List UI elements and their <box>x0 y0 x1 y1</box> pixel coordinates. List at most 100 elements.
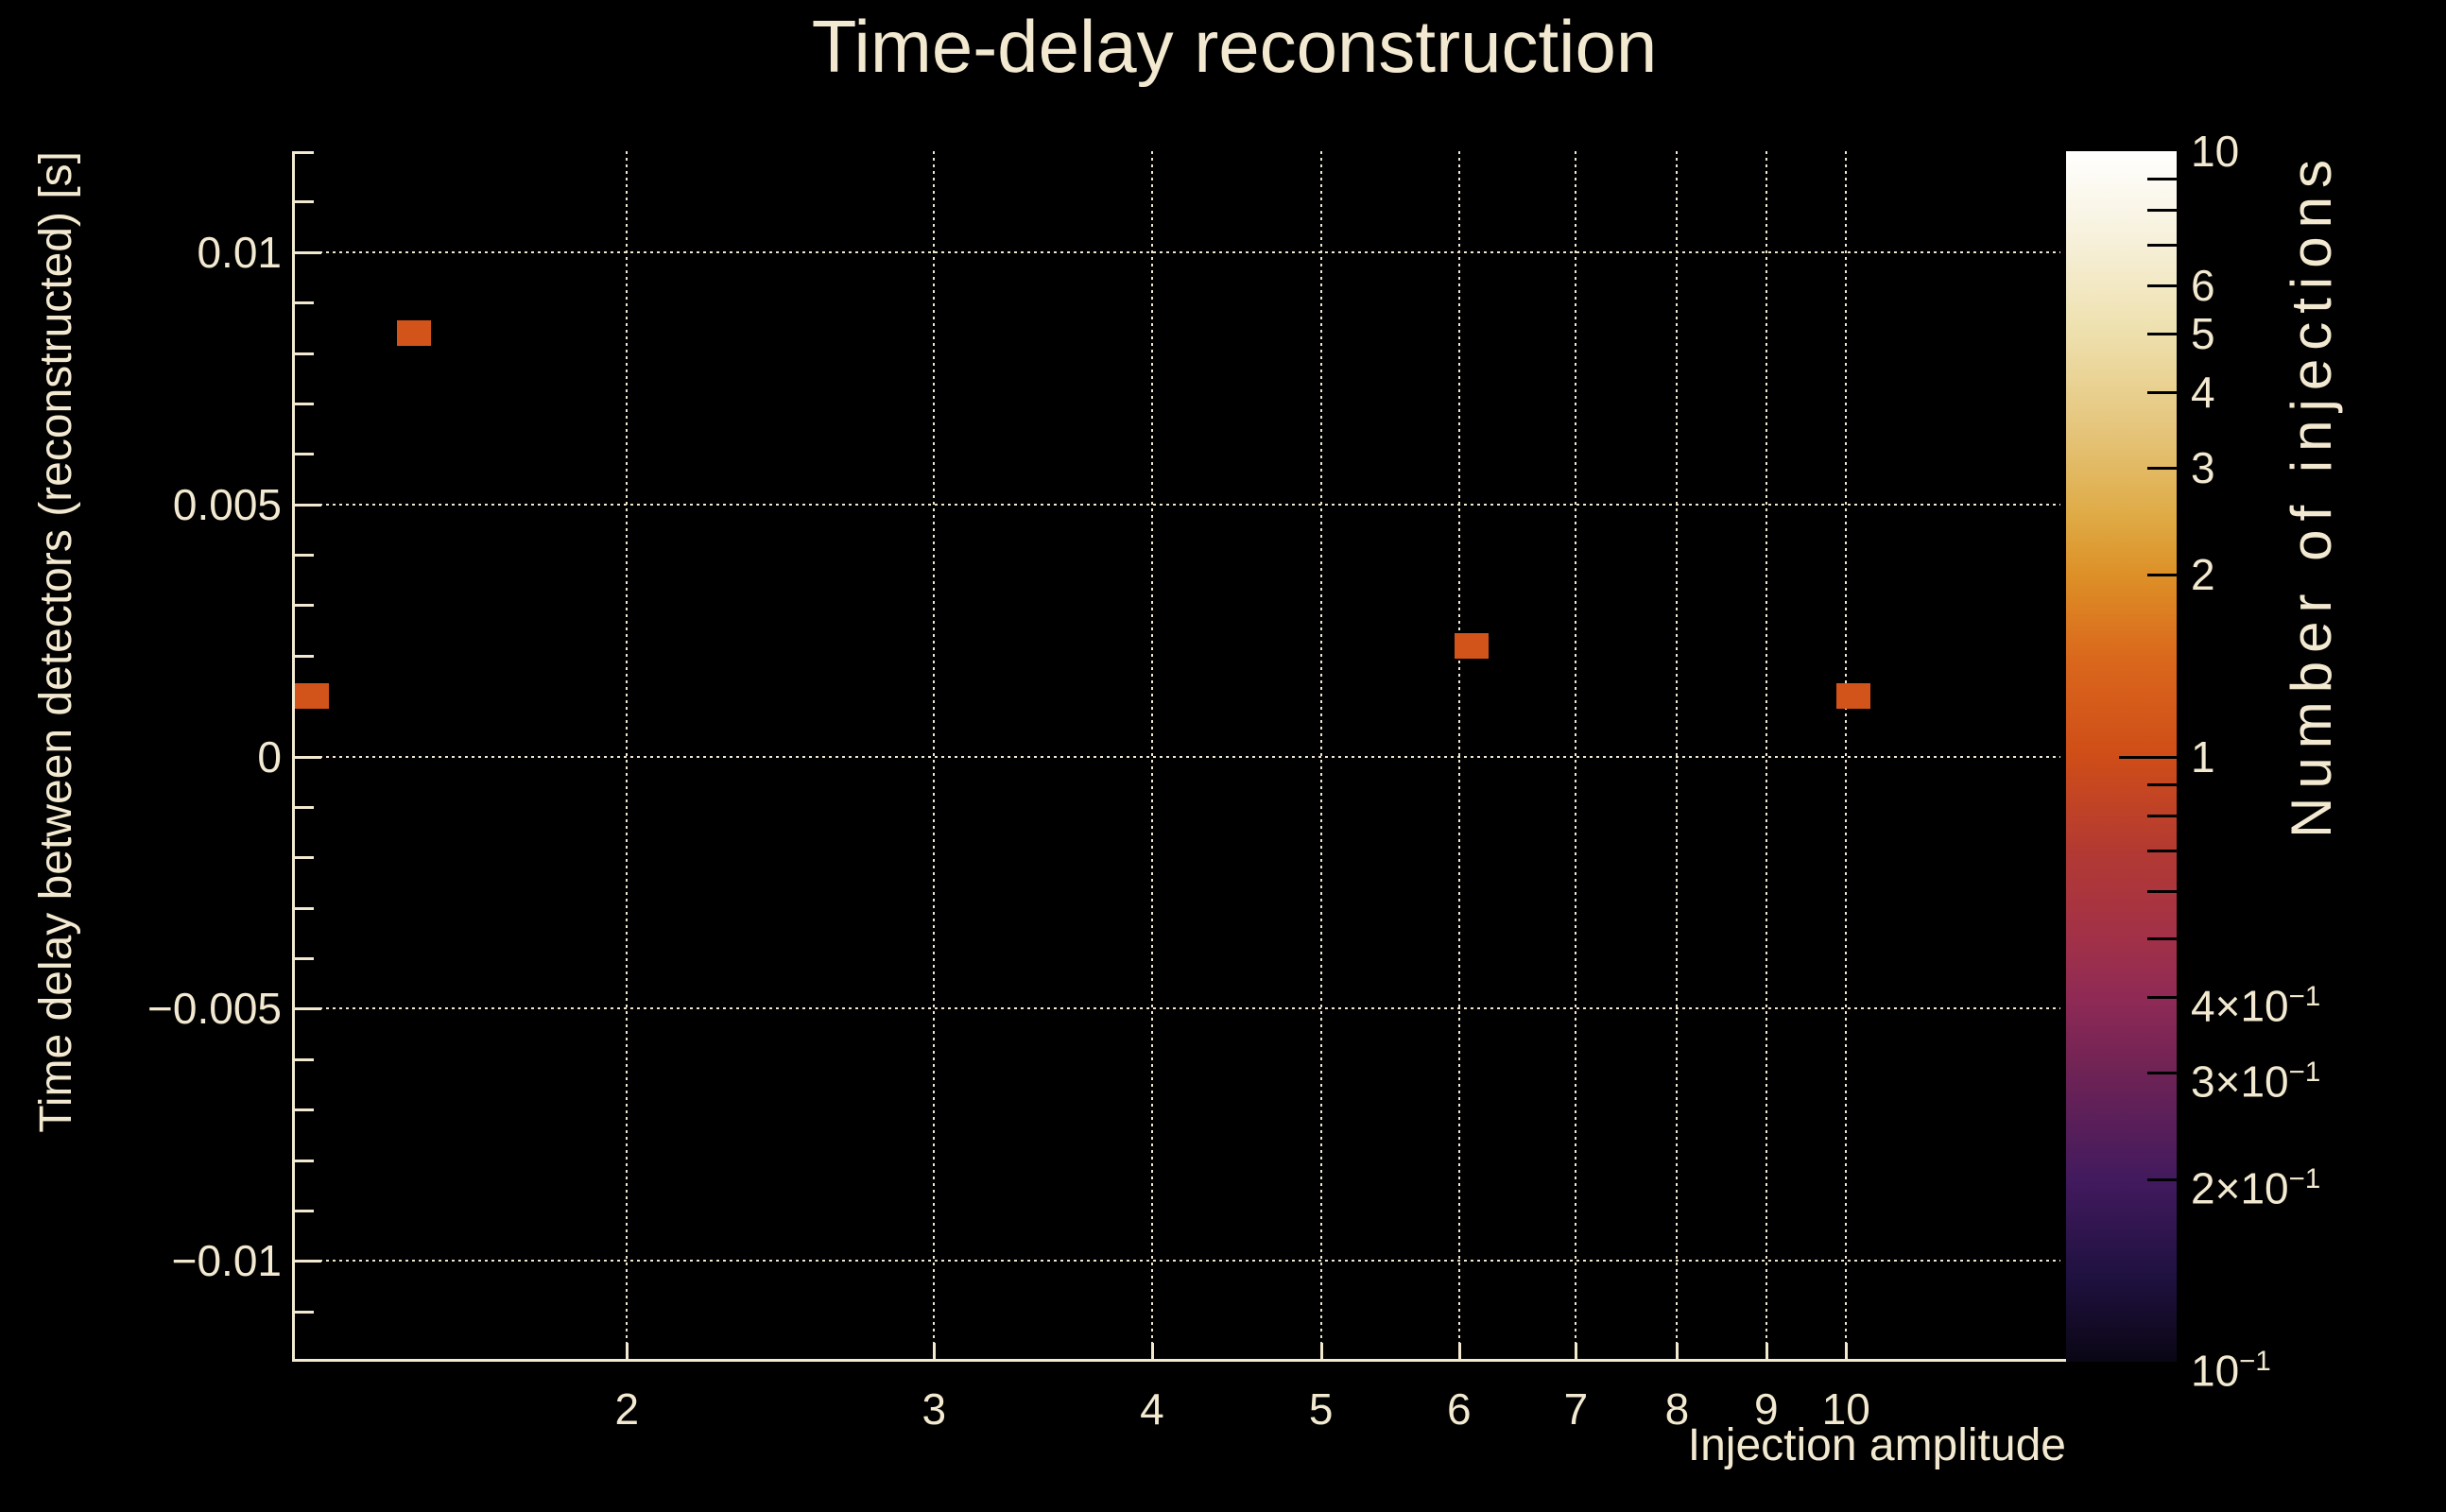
gridline-x <box>1457 151 1460 1362</box>
y-minor-tick <box>293 200 314 204</box>
colorbar-tick-label: 1 <box>2191 731 2215 782</box>
colorbar-tick <box>2147 782 2177 786</box>
gridline-y <box>293 250 2060 253</box>
colorbar-tick <box>2147 178 2177 181</box>
gridline-x <box>933 151 936 1362</box>
gridline-y <box>293 1007 2060 1010</box>
x-major-tick <box>1457 1343 1461 1362</box>
colorbar-tick-label: 2 <box>2191 549 2215 599</box>
colorbar-tick <box>2147 889 2177 893</box>
x-axis-spine <box>292 1359 2066 1362</box>
x-major-tick <box>626 1343 629 1362</box>
y-minor-tick <box>293 856 314 860</box>
y-minor-tick <box>293 402 314 405</box>
y-major-tick <box>293 1007 321 1011</box>
exponent: −1 <box>2288 1163 2321 1195</box>
y-minor-tick <box>293 1310 314 1314</box>
x-major-tick <box>1765 1343 1768 1362</box>
x-tick-label: 6 <box>1447 1384 1472 1434</box>
x-tick-label: 2 <box>614 1384 640 1434</box>
x-axis-title: Injection amplitude <box>1687 1420 2066 1470</box>
colorbar-tick-label: 3×10−1 <box>2191 1057 2321 1107</box>
colorbar-tick <box>2147 573 2177 576</box>
y-minor-tick <box>293 1108 314 1112</box>
x-major-tick <box>1676 1343 1679 1362</box>
colorbar-tick-label: 5 <box>2191 308 2215 358</box>
heatmap-bin <box>397 320 431 346</box>
heatmap-bin <box>1836 683 1870 709</box>
exponent: −1 <box>2288 981 2321 1013</box>
x-tick-label: 7 <box>1563 1384 1589 1434</box>
colorbar-tick <box>2119 755 2177 759</box>
y-minor-tick <box>293 453 314 456</box>
x-tick-label: 3 <box>922 1384 947 1434</box>
exponent: −1 <box>2288 1057 2321 1089</box>
colorbar-tick <box>2147 209 2177 213</box>
y-major-tick <box>293 503 321 507</box>
y-tick-label: −0.01 <box>171 1236 282 1286</box>
y-minor-tick <box>293 805 314 809</box>
colorbar-tick-label: 3 <box>2191 442 2215 492</box>
x-tick-label: 9 <box>1754 1384 1779 1434</box>
gridline-x <box>1319 151 1322 1362</box>
y-major-tick <box>293 250 321 254</box>
gridline-x <box>1676 151 1679 1362</box>
colorbar-tick <box>2147 466 2177 470</box>
gridline-x <box>1150 151 1153 1362</box>
x-tick-label: 8 <box>1664 1384 1690 1434</box>
gridline-y <box>293 503 2060 506</box>
y-minor-tick <box>293 301 314 305</box>
y-tick-label: −0.005 <box>147 984 282 1034</box>
colorbar-tick <box>2147 849 2177 852</box>
colorbar-tick <box>2147 937 2177 941</box>
y-minor-tick <box>293 1057 314 1061</box>
gridline-y <box>293 755 2060 758</box>
colorbar-tick <box>2147 996 2177 1000</box>
colorbar-tick <box>2147 1178 2177 1182</box>
x-major-tick <box>1845 1343 1849 1362</box>
y-minor-tick <box>293 604 314 608</box>
colorbar-tick <box>2147 390 2177 394</box>
x-tick-label: 5 <box>1308 1384 1334 1434</box>
x-major-tick <box>1150 1343 1154 1362</box>
y-minor-tick <box>293 654 314 658</box>
y-minor-tick <box>293 352 314 355</box>
x-tick-label: 10 <box>1821 1384 1870 1434</box>
gridline-x <box>1765 151 1767 1362</box>
colorbar-tick-label: 4 <box>2191 367 2215 417</box>
colorbar-tick <box>2147 814 2177 817</box>
y-minor-tick <box>293 957 314 960</box>
colorbar-tick-label: 4×10−1 <box>2191 981 2321 1031</box>
colorbar-tick-label: 10 <box>2191 127 2240 176</box>
gridline-x <box>626 151 629 1362</box>
y-tick-label: 0.005 <box>172 479 282 529</box>
x-major-tick <box>1575 1343 1578 1362</box>
heatmap-bin <box>295 683 329 709</box>
colorbar-tick <box>2147 284 2177 288</box>
y-axis-spine <box>292 151 295 1362</box>
colorbar-tick <box>2147 1072 2177 1075</box>
colorbar-tick <box>2147 332 2177 335</box>
y-tick-label: 0 <box>257 731 282 782</box>
colorbar-tick-label: 2×10−1 <box>2191 1163 2321 1213</box>
chart-title: Time-delay reconstruction <box>811 5 1658 88</box>
gridline-x <box>1575 151 1577 1362</box>
gridline-y <box>293 1260 2060 1263</box>
y-major-tick <box>293 755 321 759</box>
colorbar-tick-label: 10−1 <box>2191 1346 2271 1396</box>
exponent: −1 <box>2239 1346 2271 1377</box>
y-minor-tick <box>293 906 314 910</box>
y-minor-tick <box>293 554 314 557</box>
heatmap-bin <box>1455 633 1489 659</box>
y-tick-label: 0.01 <box>197 227 282 277</box>
colorbar-tick-label: 6 <box>2191 261 2215 311</box>
y-minor-tick <box>293 151 314 154</box>
x-tick-label: 4 <box>1140 1384 1164 1434</box>
y-minor-tick <box>293 1159 314 1162</box>
colorbar-tick <box>2147 244 2177 248</box>
x-major-tick <box>1319 1343 1323 1362</box>
gridline-x <box>1845 151 1848 1362</box>
y-major-tick <box>293 1260 321 1263</box>
y-minor-tick <box>293 1209 314 1212</box>
